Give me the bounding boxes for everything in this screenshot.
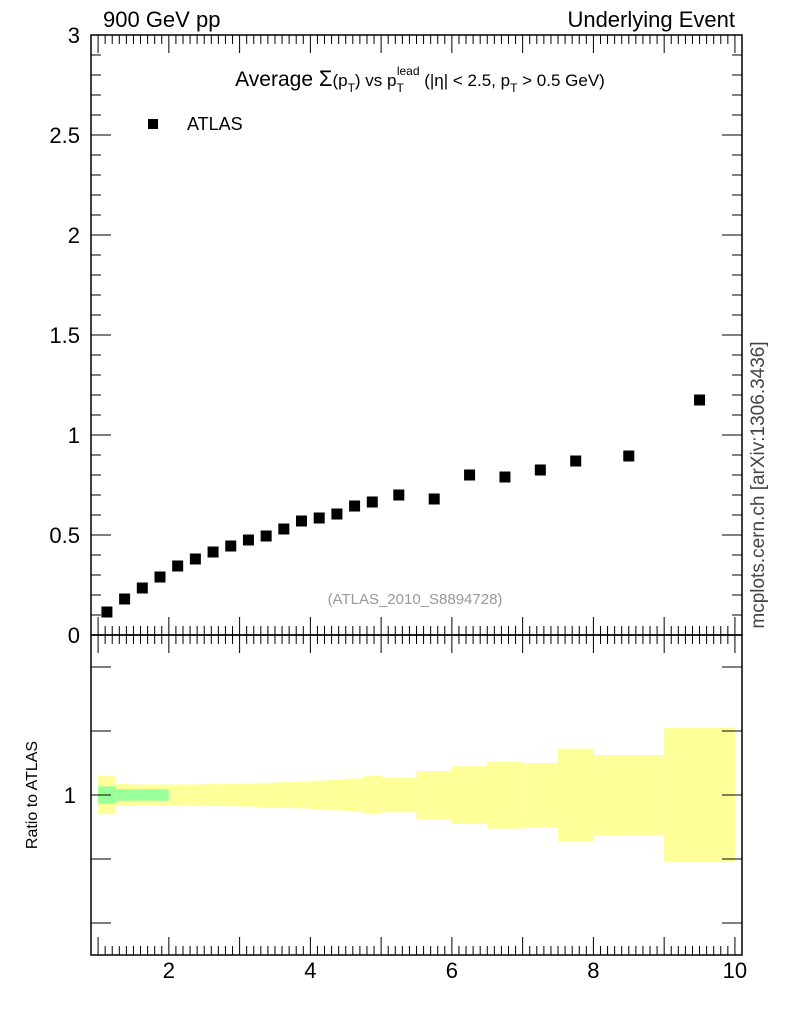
ratio-band-green-bin-1 <box>115 789 134 801</box>
main-ytick-label-0: 0 <box>68 623 80 648</box>
ratio-band-yellow-bin-7 <box>221 783 240 807</box>
side-reference-label: mcplots.cern.ch [arXiv:1306.3436] <box>748 341 769 628</box>
data-point-5 <box>189 553 201 565</box>
legend-label-atlas: ATLAS <box>187 114 243 134</box>
ratio-band-yellow-bin-19 <box>487 761 523 829</box>
ratio-band-yellow-bin-18 <box>451 766 488 824</box>
axis-tick-labels: 0 0.5 1 1.5 2 2.5 3 2 4 6 8 10 1 <box>49 23 747 983</box>
ratio-band-yellow-bin-20 <box>522 763 559 827</box>
data-point-11 <box>296 515 308 527</box>
data-point-2 <box>136 582 148 594</box>
xtick-label-3: 8 <box>587 958 599 983</box>
data-point-23 <box>694 394 706 406</box>
data-point-10 <box>278 523 290 535</box>
data-point-16 <box>393 489 405 501</box>
ratio-band-yellow-bin-22 <box>593 755 665 835</box>
data-point-4 <box>172 560 184 572</box>
analysis-watermark: (ATLAS_2010_S8894728) <box>328 591 503 608</box>
ratio-band-yellow-bin-10 <box>274 782 293 808</box>
data-point-19 <box>499 471 511 483</box>
ratio-ytick-label-0: 1 <box>64 783 76 808</box>
ratio-band-yellow-bin-15 <box>363 775 382 815</box>
legend-marker-atlas <box>148 119 158 129</box>
ratio-bands <box>98 727 735 863</box>
data-point-1 <box>119 593 131 605</box>
data-point-22 <box>623 450 635 462</box>
xtick-label-1: 4 <box>304 958 316 983</box>
ratio-band-yellow-bin-11 <box>292 781 311 809</box>
main-ytick-label-4: 2 <box>68 223 80 248</box>
ratio-band-yellow-bin-21 <box>558 748 594 842</box>
data-point-0 <box>101 606 113 618</box>
xtick-label-2: 6 <box>446 958 458 983</box>
ratio-band-yellow-bin-17 <box>416 771 452 819</box>
ratio-band-yellow-bin-6 <box>204 784 222 806</box>
data-point-14 <box>349 500 361 512</box>
xtick-label-0: 2 <box>163 958 175 983</box>
data-point-3 <box>154 571 166 583</box>
header-right-text: Underlying Event <box>567 7 735 32</box>
data-point-21 <box>570 455 582 467</box>
ratio-band-yellow-bin-16 <box>381 777 417 813</box>
main-ytick-label-3: 1.5 <box>49 323 80 348</box>
ratio-band-yellow-bin-14 <box>345 778 364 812</box>
ratio-axis-label: Ratio to ATLAS <box>24 741 41 849</box>
data-point-17 <box>428 493 440 505</box>
data-point-20 <box>534 464 546 476</box>
ratio-band-green-bin-2 <box>133 789 152 801</box>
xtick-label-4: 10 <box>723 958 747 983</box>
ratio-band-yellow-bin-9 <box>257 782 275 808</box>
main-markers <box>101 394 706 618</box>
plot-title: Average Σ(pT) vs pTlead (|η| < 2.5, pT >… <box>235 64 605 95</box>
header-left-text: 900 GeV pp <box>103 7 221 32</box>
data-point-7 <box>225 540 237 552</box>
main-ytick-label-2: 1 <box>68 423 80 448</box>
ratio-band-yellow-bin-4 <box>168 784 187 806</box>
data-point-9 <box>260 530 272 542</box>
data-point-8 <box>242 534 254 546</box>
ratio-band-yellow-bin-13 <box>328 779 346 811</box>
data-point-13 <box>331 508 343 520</box>
data-point-12 <box>313 512 325 524</box>
data-point-15 <box>366 496 378 508</box>
main-ytick-label-6: 3 <box>68 23 80 48</box>
main-ytick-label-5: 2.5 <box>49 123 80 148</box>
ratio-band-yellow-bin-5 <box>186 784 205 806</box>
ratio-band-green-bin-3 <box>151 789 169 801</box>
main-ytick-label-1: 0.5 <box>49 523 80 548</box>
axis-ticks <box>91 34 742 955</box>
ratio-band-yellow-bin-8 <box>239 783 258 807</box>
data-point-18 <box>464 469 476 481</box>
data-point-6 <box>207 546 219 558</box>
ratio-band-yellow-bin-12 <box>310 780 329 810</box>
